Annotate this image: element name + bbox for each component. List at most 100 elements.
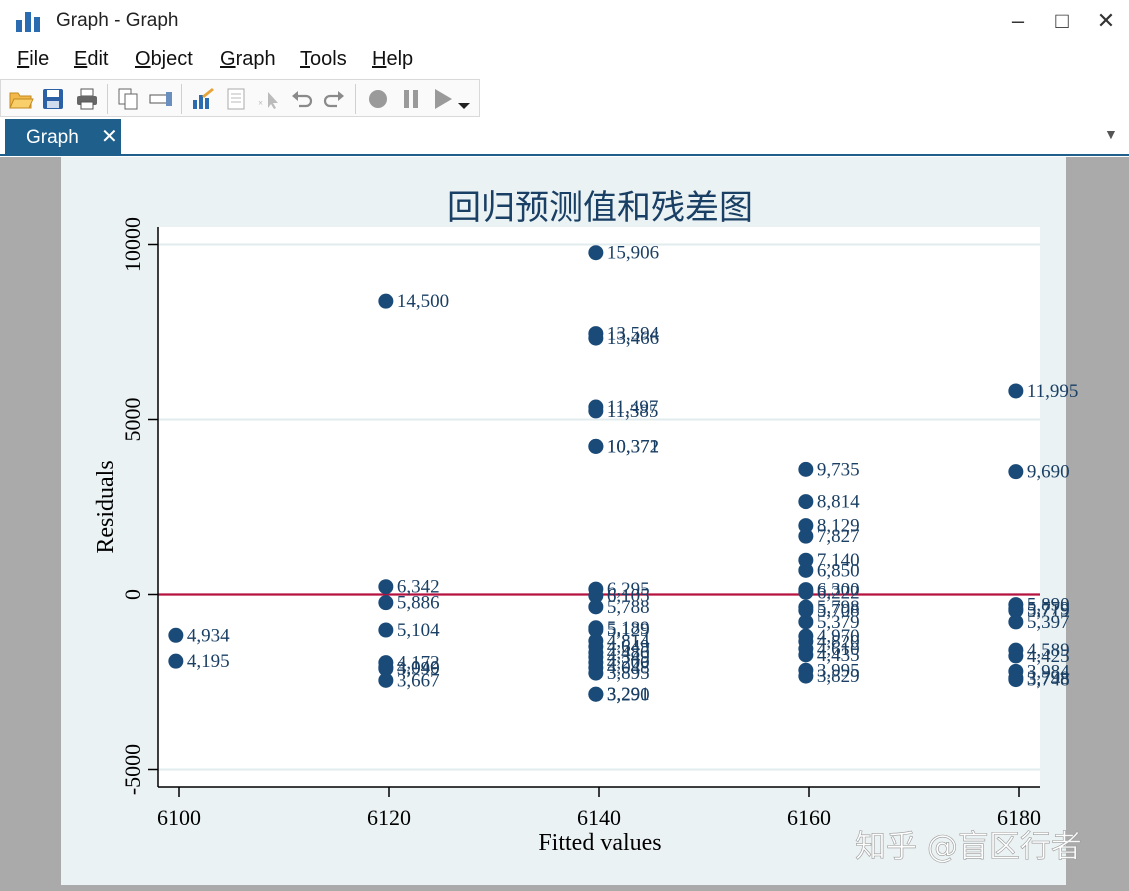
data-point <box>168 653 184 669</box>
toolbar-separator <box>181 84 182 114</box>
chart-title: 回归预测值和残差图 <box>447 188 753 228</box>
point-label: 9,690 <box>1027 462 1070 483</box>
close-button[interactable]: ✕ <box>1096 8 1116 33</box>
data-point <box>588 245 604 261</box>
point-label: 5,379 <box>817 612 860 633</box>
point-label: 6,105 <box>607 586 650 607</box>
point-label: 4,200 <box>607 652 650 673</box>
point-label: 4,435 <box>817 645 860 666</box>
point-label: 5,129 <box>607 620 650 641</box>
data-point <box>1008 614 1024 630</box>
point-label: 4,610 <box>817 639 860 660</box>
point-label: 5,798 <box>817 597 860 618</box>
data-point <box>1008 383 1024 399</box>
data-point <box>588 686 604 702</box>
point-label: 6,850 <box>817 560 860 581</box>
point-label: 4,040 <box>397 657 440 678</box>
point-label: 4,195 <box>187 651 230 672</box>
y-tick-label: 10000 <box>120 217 145 272</box>
chevron-down-icon[interactable] <box>456 86 472 112</box>
save-icon[interactable] <box>40 86 66 112</box>
x-tick-label: 6160 <box>787 805 831 830</box>
point-label: 4,048 <box>607 658 650 679</box>
point-label: 6,300 <box>817 580 860 601</box>
point-label: 4,172 <box>397 653 440 674</box>
pause-icon[interactable] <box>398 86 424 112</box>
point-label: 7,827 <box>817 526 860 547</box>
svg-text:×: × <box>258 98 263 108</box>
redo-icon[interactable] <box>321 86 347 112</box>
point-label: 11,497 <box>607 397 659 418</box>
data-point <box>1008 672 1024 688</box>
point-label: 3,798 <box>1027 668 1070 689</box>
menu-file[interactable]: File <box>17 48 50 70</box>
point-label: 6,295 <box>607 579 650 600</box>
rename-icon[interactable] <box>148 86 174 112</box>
data-point <box>798 494 814 510</box>
y-tick-label: -5000 <box>120 744 145 795</box>
data-point <box>378 579 394 595</box>
data-editor-icon[interactable] <box>223 86 249 112</box>
point-label: 4,349 <box>607 647 650 668</box>
data-point <box>798 562 814 578</box>
point-label: 6,342 <box>397 577 440 598</box>
point-label: 10,372 <box>607 436 659 457</box>
data-point <box>1008 603 1024 619</box>
close-icon[interactable]: ✕ <box>101 126 118 148</box>
copy-icon[interactable] <box>115 86 141 112</box>
data-point <box>378 595 394 611</box>
point-label: 8,814 <box>817 492 860 513</box>
play-icon[interactable] <box>430 86 456 112</box>
toolbar: × <box>0 79 480 117</box>
data-point <box>798 647 814 663</box>
watermark: 知乎 @盲区行者 <box>855 829 1082 865</box>
point-label: 5,886 <box>397 593 440 614</box>
point-label: 4,425 <box>1027 646 1070 667</box>
point-label: 5,719 <box>1027 601 1070 622</box>
tab-graph[interactable]: Graph ✕ <box>5 119 121 155</box>
data-point <box>1008 464 1024 480</box>
point-label: 14,500 <box>397 291 449 312</box>
menu-tools[interactable]: Tools <box>300 48 347 70</box>
data-point <box>588 403 604 419</box>
chevron-down-icon[interactable]: ▼ <box>1104 126 1118 142</box>
point-label: 4,649 <box>607 637 650 658</box>
point-label: 5,397 <box>1027 612 1070 633</box>
data-point <box>588 665 604 681</box>
data-point <box>588 622 604 638</box>
data-point <box>588 438 604 454</box>
data-point <box>1008 648 1024 664</box>
point-label: 11,385 <box>607 401 659 422</box>
open-icon[interactable] <box>8 86 34 112</box>
point-label: 4,480 <box>607 643 650 664</box>
data-point <box>798 614 814 630</box>
data-point <box>798 461 814 477</box>
point-label: 5,708 <box>817 600 860 621</box>
point-label: 5,779 <box>1027 599 1070 620</box>
menu-help[interactable]: Help <box>372 48 414 70</box>
undo-icon[interactable] <box>289 86 315 112</box>
record-icon[interactable] <box>365 86 391 112</box>
point-label: 3,667 <box>397 670 440 691</box>
point-label: 4,814 <box>607 631 650 652</box>
point-label: 13,466 <box>607 328 659 349</box>
point-label: 3,748 <box>1027 670 1070 691</box>
data-point <box>378 622 394 638</box>
point-label: 11,995 <box>1027 381 1079 402</box>
menu-edit[interactable]: Edit <box>74 48 109 70</box>
menu-graph[interactable]: Graph <box>220 48 276 70</box>
window-title: Graph - Graph <box>56 10 179 31</box>
plot-region <box>158 227 1040 787</box>
menu-object[interactable]: Object <box>135 48 193 70</box>
point-label: 3,995 <box>817 660 860 681</box>
title-bar: Graph - Graph – □ ✕ <box>0 0 1129 42</box>
x-tick-label: 6120 <box>367 805 411 830</box>
print-icon[interactable] <box>74 86 100 112</box>
maximize-button[interactable]: □ <box>1055 8 1069 33</box>
graph-editor-icon[interactable] <box>190 86 216 112</box>
minimize-button[interactable]: – <box>1011 8 1025 33</box>
point-label: 3,291 <box>607 684 650 705</box>
data-point <box>378 293 394 309</box>
point-label: 4,970 <box>817 626 860 647</box>
pointer-icon[interactable]: × <box>256 86 282 112</box>
